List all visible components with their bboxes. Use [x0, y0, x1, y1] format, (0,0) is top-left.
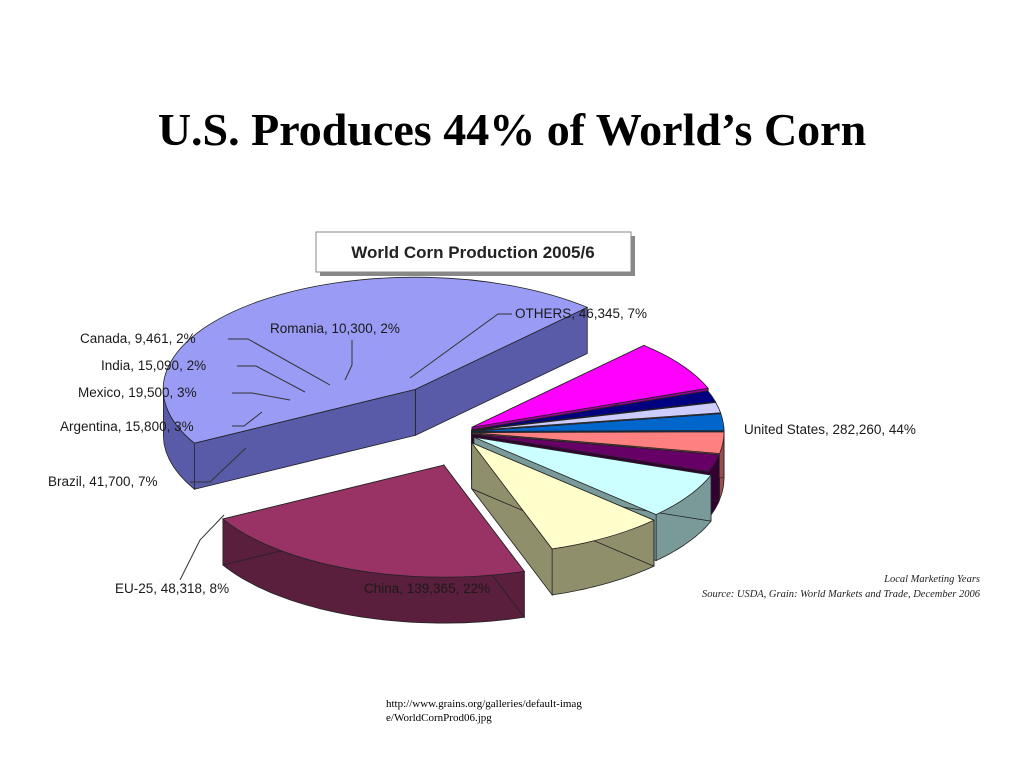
pie-slice-top-others	[471, 344, 709, 428]
pie-slice-top-mexico	[471, 431, 725, 454]
pie-slice-china	[222, 463, 526, 624]
pie-slice-top-argentina	[471, 433, 720, 473]
pie-slice-top-romania	[471, 390, 717, 431]
slice-label-eu-25: EU-25, 48,318, 8%	[115, 581, 229, 596]
slice-label-canada: Canada, 9,461, 2%	[80, 331, 196, 346]
leader-lines	[179, 313, 512, 581]
slice-label-india: India, 15,090, 2%	[101, 358, 206, 373]
slice-label-brazil: Brazil, 41,700, 7%	[48, 474, 158, 489]
chart-title: World Corn Production 2005/6	[351, 243, 594, 262]
slice-label-china: China, 139,365, 22%	[364, 581, 490, 596]
pie-slice-top-united-states	[162, 276, 589, 444]
pie-slice-top-canada	[471, 402, 722, 431]
source-url[interactable]: http://www.grains.org/galleries/default-…	[386, 698, 582, 724]
slice-label-argentina: Argentina, 15,800, 3%	[60, 419, 194, 434]
pie-slice-united-states	[162, 276, 589, 491]
leader-line-romania	[344, 340, 353, 381]
pie-slice-top-eu-25	[470, 441, 655, 550]
leader-line-others	[409, 313, 512, 379]
slide-title: U.S. Produces 44% of World’s Corn	[157, 104, 867, 155]
pie-slice-top-china	[222, 464, 526, 578]
pie-slice-top-brazil	[473, 436, 712, 516]
slice-labels: United States, 282,260, 44% China, 139,3…	[48, 306, 916, 596]
slice-label-others: OTHERS, 46,345, 7%	[515, 306, 647, 321]
leader-line-india	[237, 365, 306, 393]
pie-slices	[162, 276, 725, 624]
slice-label-romania: Romania, 10,300, 2%	[270, 321, 400, 336]
leader-line-mexico	[232, 392, 291, 401]
leader-line-canada	[228, 338, 331, 386]
source-note-line2: Source: USDA, Grain: World Markets and T…	[702, 589, 981, 600]
chart-title-box	[315, 231, 632, 273]
pie-slice-eu-25	[470, 441, 655, 597]
leader-line-argentina	[232, 411, 263, 427]
leader-line-eu-25	[179, 514, 225, 581]
source-note-line1: Local Marketing Years	[883, 574, 980, 585]
pie-slice-top-india	[471, 413, 725, 432]
leader-line-brazil	[190, 447, 247, 483]
slice-label-united-states: United States, 282,260, 44%	[744, 422, 916, 437]
slice-label-mexico: Mexico, 19,500, 3%	[78, 385, 197, 400]
